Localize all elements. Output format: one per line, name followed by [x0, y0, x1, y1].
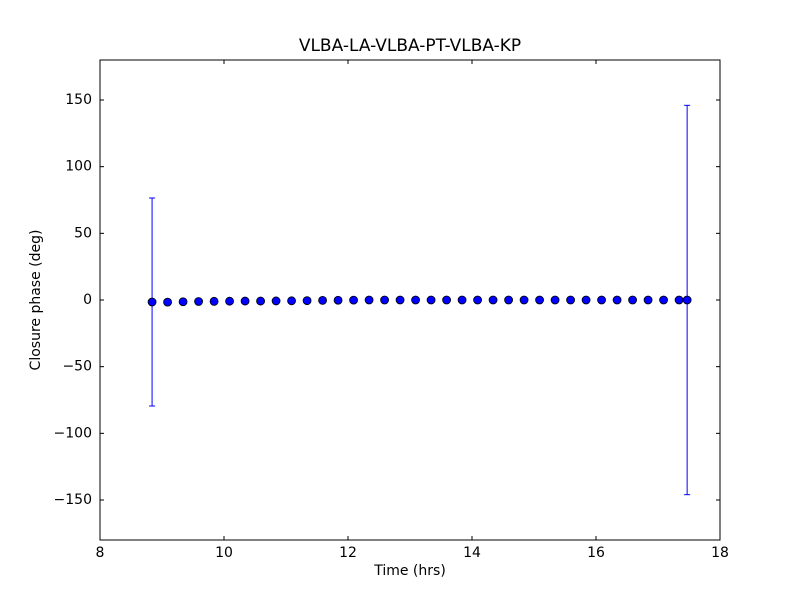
point [659, 295, 668, 305]
y-tick-label: 50 [74, 225, 92, 241]
x-axis-label: Time (hrs) [373, 563, 446, 579]
point [597, 295, 606, 305]
point [581, 295, 591, 305]
point [612, 295, 622, 305]
point [147, 297, 157, 307]
x-tick-label: 18 [711, 545, 729, 561]
point [364, 295, 374, 305]
point [488, 295, 498, 305]
point [535, 295, 544, 305]
point [411, 295, 420, 305]
point [519, 295, 529, 305]
point [287, 296, 296, 306]
point [225, 296, 234, 306]
point [682, 295, 692, 305]
point [349, 295, 358, 305]
point [550, 295, 560, 305]
point [380, 295, 389, 305]
point [318, 295, 327, 305]
chart-title: VLBA-LA-VLBA-PT-VLBA-KP [299, 36, 521, 56]
point [194, 297, 203, 306]
y-tick-label: 100 [65, 159, 92, 175]
point [674, 295, 684, 305]
point [473, 295, 482, 305]
y-tick-label: −50 [62, 359, 92, 375]
y-tick-label: 0 [83, 292, 92, 308]
y-tick-label: −150 [54, 492, 92, 508]
point [333, 295, 343, 305]
point [302, 296, 312, 306]
y-axis-label: Closure phase (deg) [28, 230, 44, 371]
point [628, 295, 637, 305]
y-tick-label: 150 [65, 92, 92, 108]
point [178, 297, 188, 307]
point [395, 295, 405, 305]
x-tick-label: 10 [215, 545, 233, 561]
point [504, 295, 513, 305]
x-tick-label: 14 [463, 545, 481, 561]
x-tick-label: 8 [96, 545, 105, 561]
point [643, 295, 653, 305]
point [457, 295, 467, 305]
point [240, 296, 250, 306]
x-tick-label: 16 [587, 545, 605, 561]
plot-frame [99, 59, 721, 541]
point [256, 296, 265, 306]
point [426, 295, 436, 305]
point [271, 296, 281, 306]
point [209, 296, 219, 306]
y-tick-label: −100 [54, 425, 92, 441]
x-tick-label: 12 [339, 545, 357, 561]
point [566, 295, 575, 305]
point [163, 297, 172, 307]
point [442, 295, 451, 305]
